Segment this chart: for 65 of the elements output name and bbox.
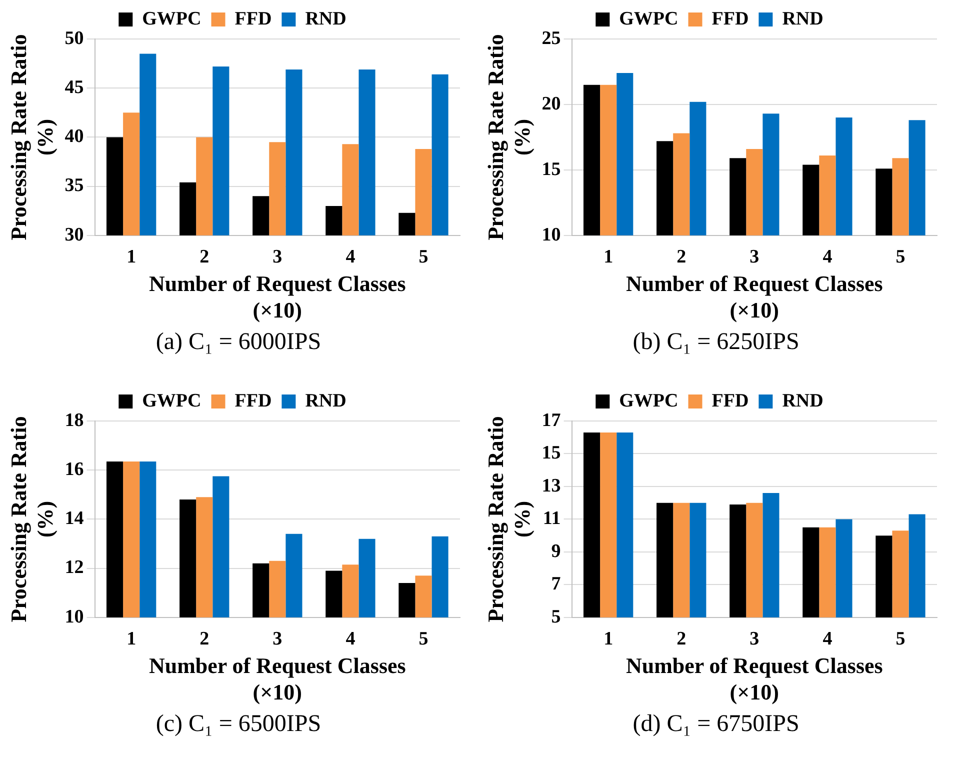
x-tick-label: 2	[676, 246, 686, 268]
y-tick-label: 45	[64, 77, 84, 98]
legend-label: GWPC	[142, 8, 202, 30]
legend-label: FFD	[234, 390, 272, 412]
x-tick-label: 1	[604, 628, 614, 650]
y-axis-title: Processing Rate Ratio (%)	[6, 416, 58, 622]
x-tick-label: 2	[676, 628, 686, 650]
y-tick-label: 18	[64, 410, 84, 431]
x-tick-label: 1	[126, 246, 136, 268]
x-tick-label: 3	[750, 246, 760, 268]
x-tick-label: 3	[272, 246, 282, 268]
text: (c) C₁ = 6500IPS	[154, 711, 322, 738]
y-tick-label: 50	[64, 28, 84, 49]
x-tick-label: 1	[126, 628, 136, 650]
y-tick-label: 15	[542, 158, 561, 180]
legend-label: RND	[305, 390, 346, 412]
legend-label: GWPC	[619, 8, 678, 30]
y-tick-label: 30	[64, 224, 84, 246]
x-axis-title: Number of Request Classes (×10)	[148, 271, 406, 322]
y-tick-label: 13	[542, 475, 561, 496]
x-tick-label: 4	[346, 246, 356, 268]
y-tick-label: 25	[542, 28, 561, 49]
x-tick-label: 1	[604, 246, 614, 268]
x-tick-label: 5	[418, 628, 428, 650]
x-tick-label: 5	[896, 246, 906, 268]
y-tick-label: 9	[551, 540, 561, 562]
y-tick-label: 16	[64, 459, 84, 480]
legend-label: FFD	[712, 8, 749, 30]
legend-label: RND	[305, 8, 346, 30]
legend-label: GWPC	[619, 390, 678, 412]
text: (a) C₁ = 6000IPS	[154, 329, 322, 356]
y-tick-label: 40	[64, 126, 84, 148]
x-tick-label: 3	[272, 628, 282, 650]
y-axis-title: Processing Rate Ratio (%)	[482, 416, 534, 622]
y-axis-title: Processing Rate Ratio (%)	[6, 34, 58, 240]
y-tick-label: 15	[542, 442, 561, 464]
x-tick-label: 2	[200, 628, 210, 650]
y-tick-label: 7	[551, 574, 562, 595]
x-axis-title: Number of Request Classes (×10)	[148, 653, 406, 704]
y-tick-label: 35	[64, 175, 84, 196]
y-tick-label: 10	[542, 224, 561, 246]
y-tick-label: 5	[551, 606, 561, 628]
text: (d) C₁ = 6750IPS	[632, 711, 800, 738]
legend-label: FFD	[712, 390, 749, 412]
x-tick-label: 4	[346, 628, 356, 650]
legend-label: RND	[782, 390, 824, 412]
y-tick-label: 20	[542, 93, 561, 114]
x-tick-label: 4	[822, 628, 833, 650]
y-tick-label: 12	[64, 557, 84, 578]
x-tick-label: 3	[750, 628, 760, 650]
x-axis-title: Number of Request Classes (×10)	[626, 271, 884, 322]
y-axis-title: Processing Rate Ratio (%)	[482, 34, 534, 240]
legend-label: GWPC	[142, 390, 202, 412]
y-tick-label: 14	[64, 508, 84, 530]
x-axis-title: Number of Request Classes (×10)	[626, 653, 884, 704]
x-tick-label: 2	[200, 246, 210, 268]
legend-label: FFD	[234, 8, 272, 30]
text: (b) C₁ = 6250IPS	[632, 329, 800, 356]
x-tick-label: 4	[822, 246, 833, 268]
y-tick-label: 17	[542, 410, 562, 431]
x-tick-label: 5	[418, 246, 428, 268]
x-tick-label: 5	[896, 628, 906, 650]
y-tick-label: 11	[542, 508, 561, 530]
y-tick-label: 10	[64, 606, 84, 628]
legend-label: RND	[782, 8, 824, 30]
